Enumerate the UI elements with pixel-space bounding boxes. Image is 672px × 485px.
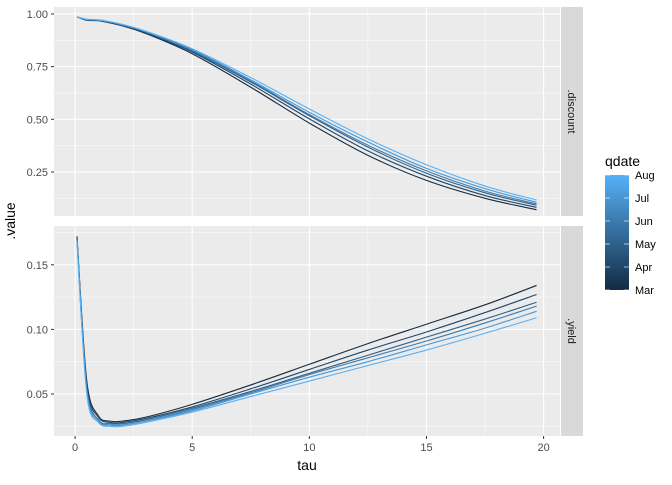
y-tick-label: 0.15 bbox=[27, 260, 48, 272]
series-line-aug bbox=[76, 16, 537, 201]
facet-strip-label: .yield bbox=[565, 318, 577, 344]
x-tick-label: 10 bbox=[303, 442, 315, 454]
legend-label-jun: Jun bbox=[635, 216, 653, 228]
x-tick-label: 20 bbox=[537, 442, 549, 454]
series-line-apr bbox=[76, 237, 537, 424]
facet-panel-discount: 1.00 0.75 0.50 0.25 .discount bbox=[27, 7, 583, 216]
y-tick-label: 0.05 bbox=[27, 389, 48, 401]
facet-panel-yield: 0.15 0.10 0.05 .yield bbox=[27, 226, 583, 436]
y-axis-title: .value bbox=[2, 202, 18, 240]
y-tick-label: 0.10 bbox=[27, 324, 48, 336]
y-tick-label: 0.75 bbox=[27, 62, 48, 74]
legend: qdate Aug Jul Jun May Apr Mar bbox=[605, 153, 656, 297]
legend-label-jul: Jul bbox=[635, 193, 649, 205]
x-axis-title: tau bbox=[297, 457, 316, 473]
facet-strip bbox=[561, 226, 583, 436]
facet-strip-label: .discount bbox=[565, 89, 577, 133]
series-line-jun bbox=[76, 240, 537, 427]
legend-label-may: May bbox=[635, 239, 656, 251]
x-tick-label: 0 bbox=[72, 442, 78, 454]
legend-colorbar bbox=[605, 175, 629, 290]
series-line-mar bbox=[76, 236, 537, 423]
legend-label-mar: Mar bbox=[635, 285, 654, 297]
series-line-jul bbox=[76, 240, 537, 427]
facet-strip bbox=[561, 7, 583, 216]
panel-background bbox=[54, 226, 560, 436]
x-tick-label: 15 bbox=[420, 442, 432, 454]
y-tick-label: 1.00 bbox=[27, 9, 48, 21]
y-tick-label: 0.50 bbox=[27, 114, 48, 126]
legend-label-aug: Aug bbox=[635, 170, 655, 182]
x-tick-label: 5 bbox=[189, 442, 195, 454]
legend-title: qdate bbox=[605, 153, 640, 169]
series-line-aug bbox=[76, 241, 537, 428]
legend-label-apr: Apr bbox=[635, 262, 652, 274]
y-tick-label: 0.25 bbox=[27, 167, 48, 179]
